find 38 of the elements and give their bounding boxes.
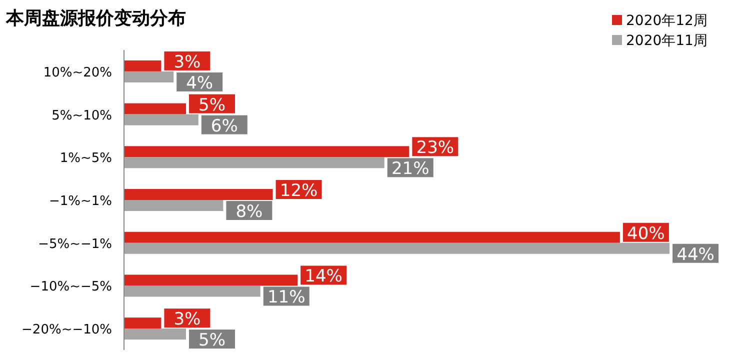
data-label: 6% [210, 116, 238, 136]
data-label: 11% [267, 288, 306, 308]
bar [124, 146, 410, 158]
data-label: 8% [236, 202, 263, 222]
y-tick-label: −5%~−1% [38, 236, 112, 252]
data-label: 21% [391, 159, 430, 180]
data-label: 40% [627, 224, 665, 244]
y-tick-label: −20%~−10% [22, 322, 112, 338]
bar [124, 103, 186, 114]
bar [124, 189, 273, 200]
bar [124, 286, 260, 297]
data-label: 3% [174, 310, 201, 330]
data-label: 12% [280, 181, 318, 201]
bar [124, 71, 174, 82]
y-tick-label: 10%~20% [43, 65, 112, 80]
bar [124, 242, 670, 254]
y-tick-label: −10%~−5% [30, 280, 112, 295]
data-label: 44% [676, 244, 714, 265]
y-tick-label: 5%~10% [52, 108, 112, 124]
bar [124, 274, 298, 286]
chart-title: 本周盘源报价变动分布 [5, 8, 186, 29]
bar [124, 114, 198, 126]
data-label: 3% [174, 52, 201, 72]
bar [124, 60, 162, 72]
data-label: 4% [186, 73, 214, 94]
data-label: 23% [416, 138, 454, 158]
legend-label: 2020年12周 [626, 13, 708, 29]
bar [124, 328, 186, 340]
bar [124, 200, 224, 211]
bar [124, 318, 162, 329]
data-label: 14% [304, 266, 342, 287]
y-tick-label: 1%~5% [60, 151, 112, 166]
data-label: 5% [198, 95, 226, 116]
data-label: 5% [198, 330, 226, 351]
bar [124, 157, 384, 168]
bar [124, 232, 620, 243]
legend-label: 2020年11周 [626, 33, 708, 49]
y-tick-label: −1%~1% [48, 194, 112, 209]
